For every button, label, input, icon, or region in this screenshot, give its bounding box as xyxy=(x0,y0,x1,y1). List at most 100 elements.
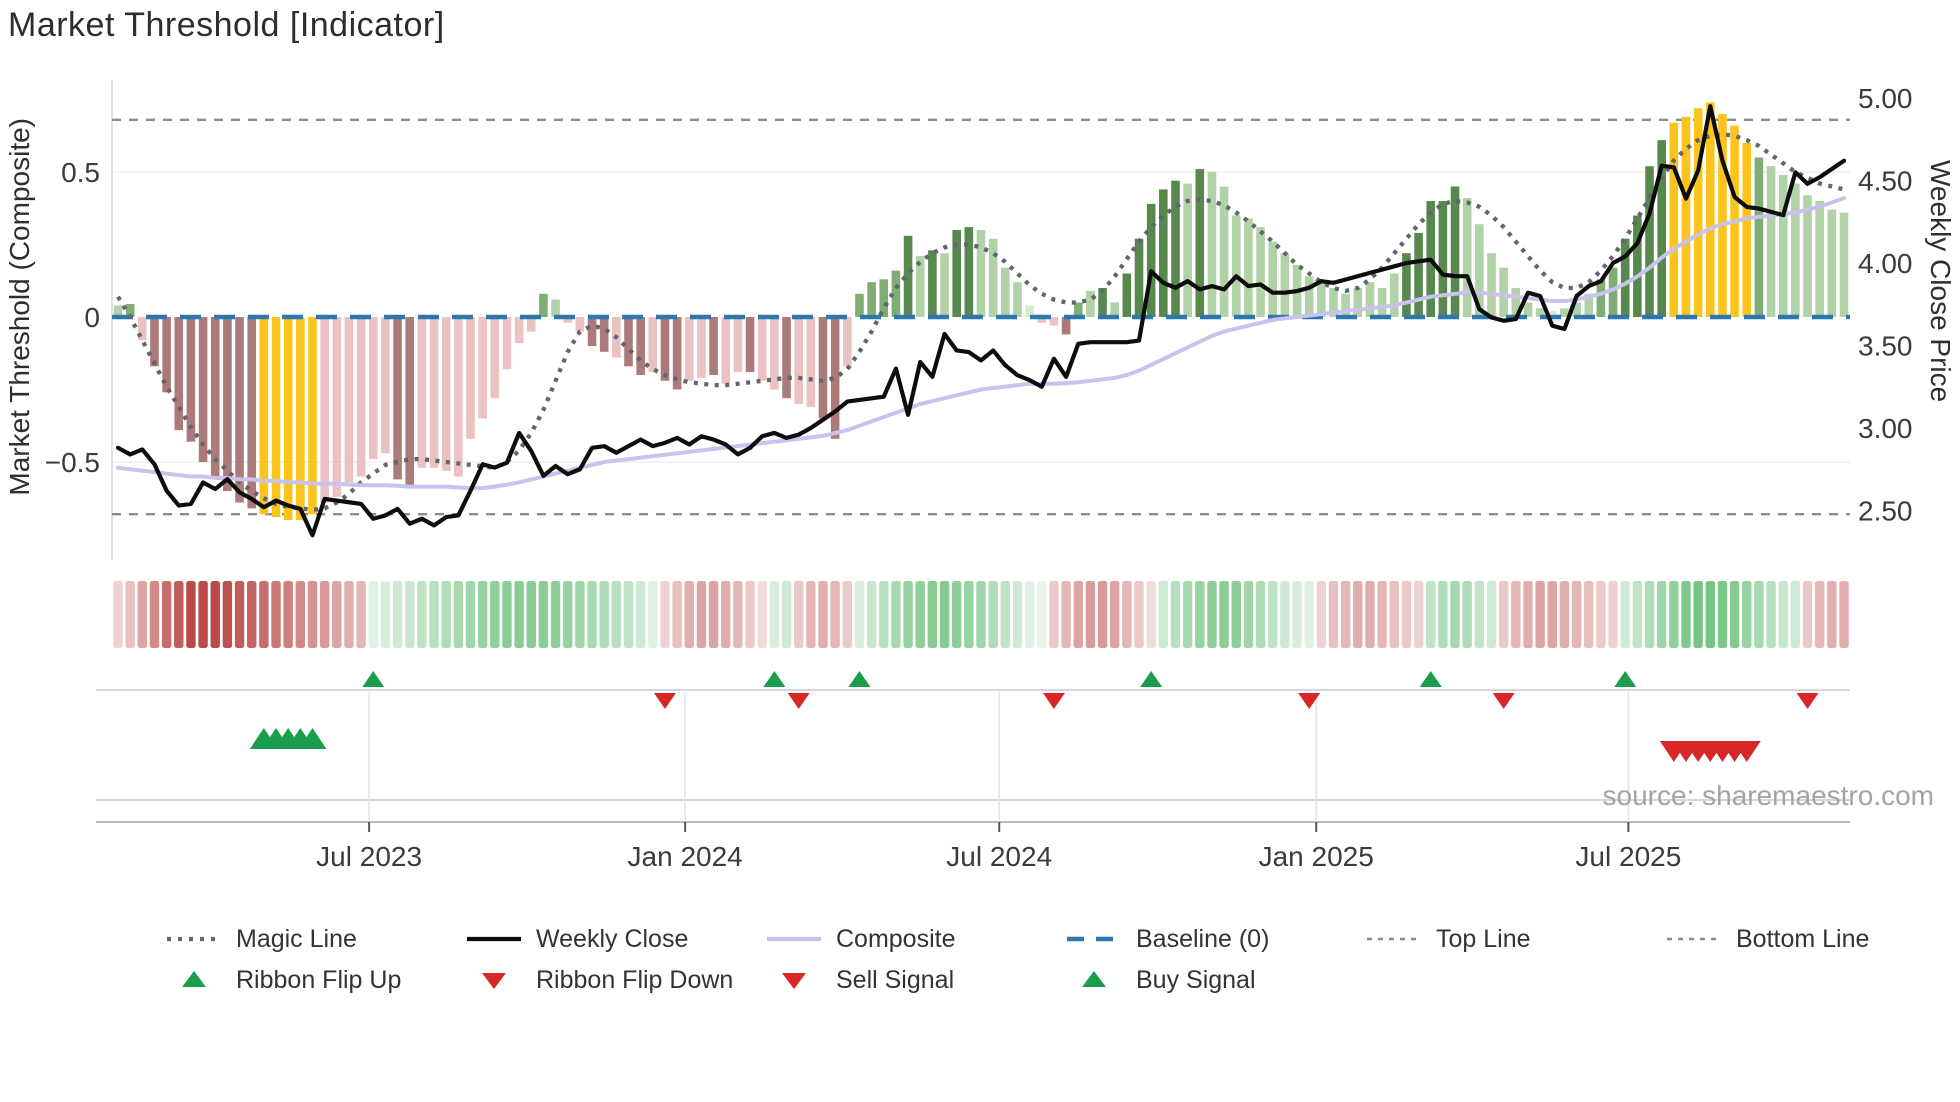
ribbon-cell xyxy=(405,581,415,648)
threshold-bar xyxy=(1341,293,1350,317)
threshold-bar xyxy=(1645,166,1654,317)
ribbon-cell xyxy=(1316,581,1327,648)
threshold-bar xyxy=(344,317,354,483)
threshold-bar xyxy=(1389,273,1399,317)
ribbon-cell xyxy=(1523,581,1533,648)
threshold-bar xyxy=(417,317,427,468)
threshold-bar xyxy=(988,238,998,317)
threshold-bar xyxy=(1572,302,1581,317)
threshold-bar xyxy=(1438,201,1448,317)
threshold-bar xyxy=(745,317,755,373)
ribbon-cell xyxy=(259,581,269,648)
ribbon-cell xyxy=(1632,581,1643,648)
ribbon-cell xyxy=(927,581,938,648)
threshold-bar xyxy=(1268,241,1278,317)
ribbon-cell xyxy=(1061,581,1071,648)
ribbon-cell xyxy=(283,581,293,648)
flip-down-triangle-icon xyxy=(482,973,506,989)
ribbon-cell xyxy=(745,581,755,648)
ribbon-cell xyxy=(757,581,767,648)
y-tick-left: 0.5 xyxy=(61,157,100,188)
ribbon-cell xyxy=(1292,581,1302,648)
baseline-swatch xyxy=(1067,936,1121,942)
ribbon-cell xyxy=(1584,581,1594,648)
ribbon-cell xyxy=(1681,581,1691,648)
left-axis-label: Market Threshold (Composite) xyxy=(4,118,35,496)
threshold-bar xyxy=(1146,203,1156,317)
legend-item-magic: Magic Line xyxy=(165,921,465,957)
ribbon-cell xyxy=(1328,581,1339,648)
threshold-bar xyxy=(138,317,147,341)
threshold-bar xyxy=(599,317,609,352)
threshold-bar xyxy=(1134,238,1144,317)
threshold-bar xyxy=(806,317,816,407)
ribbon-cell xyxy=(684,581,694,648)
ribbon-cell xyxy=(721,581,731,648)
threshold-bar xyxy=(1037,317,1047,323)
threshold-bar xyxy=(1304,276,1314,317)
ribbon-cell xyxy=(1365,581,1375,648)
ribbon-cell xyxy=(1790,581,1801,648)
threshold-bar xyxy=(855,293,864,317)
ribbon-cell xyxy=(769,581,780,648)
ribbon-cell xyxy=(441,581,451,648)
legend-label: Magic Line xyxy=(236,924,357,953)
ribbon-flip-down-marker xyxy=(1492,693,1515,709)
threshold-bar xyxy=(1219,186,1229,317)
ribbon-cell xyxy=(1608,581,1618,648)
y-tick-right: 4.00 xyxy=(1858,248,1913,279)
threshold-bar xyxy=(247,317,257,509)
legend-row-1: Magic Line Weekly Close Composite Baseline … xyxy=(165,921,1960,957)
y-tick-right: 3.00 xyxy=(1858,413,1913,444)
ribbon-cell xyxy=(1644,581,1655,648)
threshold-bar xyxy=(575,317,585,332)
page-title: Market Threshold [Indicator] xyxy=(8,6,445,44)
threshold-bar xyxy=(842,317,852,367)
ribbon-cell xyxy=(1559,581,1570,648)
ribbon-cell xyxy=(113,581,123,648)
threshold-bar xyxy=(478,317,487,419)
threshold-bar xyxy=(1462,198,1472,317)
legend: Magic Line Weekly Close Composite Baseline … xyxy=(165,921,1960,1003)
flip-up-triangle-icon xyxy=(182,971,206,987)
threshold-bar xyxy=(952,230,961,317)
ribbon-cell xyxy=(125,581,135,648)
threshold-bar xyxy=(1475,224,1484,317)
sell-signal-marker xyxy=(1732,741,1761,762)
threshold-bar xyxy=(113,305,123,317)
threshold-bar xyxy=(1681,116,1691,318)
ribbon-cell xyxy=(1802,581,1813,648)
threshold-bar xyxy=(1669,122,1679,317)
threshold-bar xyxy=(1657,140,1666,317)
weekly-close-swatch xyxy=(467,936,521,942)
ribbon-cell xyxy=(1377,581,1387,648)
composite-line xyxy=(116,196,1846,491)
legend-item-buy: Buy Signal xyxy=(1065,962,1365,998)
ribbon-cell xyxy=(490,581,500,648)
top-line-swatch xyxy=(1367,937,1421,941)
ribbon-cell xyxy=(429,581,439,648)
ribbon-cell xyxy=(161,581,172,648)
threshold-bar xyxy=(1815,201,1824,317)
legend-label: Composite xyxy=(836,924,956,953)
threshold-bar xyxy=(539,293,548,317)
threshold-bar xyxy=(697,317,706,378)
ribbon-cell xyxy=(1778,581,1788,648)
threshold-bar xyxy=(733,317,743,373)
ribbon-flip-up-marker xyxy=(1140,671,1163,687)
ribbon-cell xyxy=(660,581,670,648)
y-tick-left: −0.5 xyxy=(45,447,100,478)
threshold-bar xyxy=(1317,282,1326,317)
threshold-bar xyxy=(1231,215,1241,317)
ribbon-cell xyxy=(842,581,852,648)
threshold-bar xyxy=(879,279,889,317)
ribbon-flip-down-marker xyxy=(787,693,810,709)
threshold-bar xyxy=(514,317,524,344)
ribbon-cell xyxy=(891,581,901,648)
threshold-bar xyxy=(636,317,645,375)
ribbon-cell xyxy=(1814,581,1825,648)
ribbon-cell xyxy=(550,581,561,648)
threshold-bar xyxy=(794,317,803,404)
threshold-bar xyxy=(1839,212,1849,317)
threshold-bar xyxy=(782,317,791,399)
